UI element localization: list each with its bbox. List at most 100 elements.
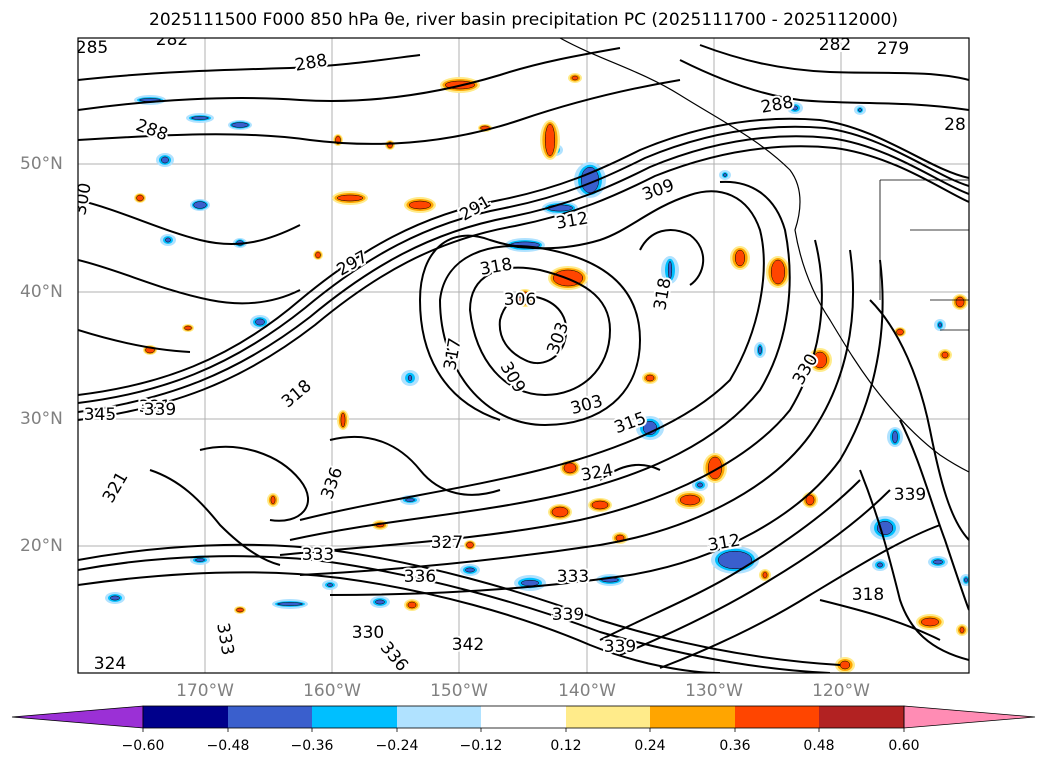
contour-label: 333 — [302, 545, 334, 565]
contour-label: 327 — [431, 533, 463, 553]
positive-pc-core — [466, 541, 474, 549]
negative-pc-core — [933, 559, 943, 565]
coastline-path — [559, 38, 969, 473]
positive-pc-core — [315, 251, 321, 259]
negative-pc-core — [667, 260, 673, 280]
positive-pc-core — [340, 412, 346, 428]
positive-pc-core — [805, 494, 815, 506]
negative-pc-core — [892, 430, 898, 444]
contour-label: 339 — [144, 400, 176, 420]
positive-pc-core — [941, 351, 949, 359]
positive-pc-core — [770, 259, 786, 285]
negative-pc-core — [161, 156, 169, 164]
colorbar-segment — [228, 706, 312, 728]
negative-pc-core — [195, 558, 205, 562]
coastline — [559, 38, 969, 473]
colorbar-segment — [397, 706, 481, 728]
theta-e-isoline — [438, 244, 642, 427]
positive-pc-core — [407, 601, 417, 609]
colorbar-tick-label: 0.60 — [888, 738, 920, 754]
contour-label: 324 — [94, 654, 126, 674]
negative-pc-core — [858, 108, 862, 112]
theta-e-isoline — [468, 266, 612, 397]
lon-label-120w: 120°W — [812, 681, 870, 701]
positive-pc-core — [959, 626, 965, 634]
theta-e-isoline — [599, 479, 861, 641]
theta-e-isoline — [78, 199, 301, 246]
theta-e-isoline — [299, 190, 765, 521]
colorbar-extend-low — [11, 705, 144, 729]
contour-label: 342 — [452, 635, 484, 655]
lat-label-20n: 20°N — [20, 536, 63, 556]
theta-e-isoline — [78, 555, 831, 673]
theta-e-isoline — [149, 469, 281, 566]
contour-label: 28 — [944, 115, 966, 135]
contour-label: 282 — [156, 30, 188, 50]
negative-pc-core — [193, 201, 207, 209]
positive-pc-core — [645, 374, 655, 382]
theta-e-isoline — [78, 571, 721, 673]
theta-e-isoline — [869, 299, 969, 541]
theta-e-isoline — [78, 117, 969, 396]
positive-pc-core — [270, 495, 276, 505]
theta-e-isoline — [279, 239, 823, 556]
theta-e-isoline — [619, 489, 891, 656]
theta-e-isoline — [78, 135, 969, 413]
theta-e-contours — [78, 44, 969, 673]
negative-pc-core — [964, 577, 968, 583]
positive-pc-core — [591, 500, 609, 510]
contour-label: 339 — [552, 605, 584, 625]
negative-pc-core — [520, 579, 540, 587]
positive-pc-core — [571, 75, 579, 81]
map-title: 2025111500 F000 850 hPa θe, river basin … — [149, 10, 898, 30]
colorbar-tick-label: −0.12 — [459, 738, 503, 754]
colorbar-segment — [735, 706, 819, 728]
theta-e-isoline — [199, 445, 310, 522]
contour-label: 321 — [139, 397, 171, 417]
positive-pc-core — [920, 617, 940, 627]
theta-e-isoline — [78, 54, 421, 81]
positive-pc-core — [236, 607, 244, 613]
negative-pc-core — [717, 550, 753, 570]
negative-pc-core — [255, 318, 265, 326]
positive-pc-core — [955, 296, 965, 308]
colorbar-segment — [650, 706, 735, 728]
theta-e-isoline — [699, 44, 969, 81]
colorbar-segment — [312, 706, 397, 728]
negative-pc-core — [697, 482, 703, 488]
theta-e-isoline — [819, 599, 941, 641]
colorbar-frame — [142, 705, 905, 729]
lat-label-40n: 40°N — [20, 282, 63, 302]
positive-pc-core — [544, 123, 556, 157]
theta-e-isoline — [329, 435, 501, 496]
theta-e-isoline — [639, 229, 705, 286]
positive-pc-core — [136, 194, 144, 202]
negative-pc-core — [110, 595, 120, 601]
contour-label: 336 — [404, 567, 436, 587]
colorbar-tick-label: 0.48 — [803, 738, 835, 754]
colorbar-tick-label: −0.24 — [375, 738, 419, 754]
negative-pc-core — [165, 237, 171, 243]
colorbar-extend-high — [903, 705, 1036, 729]
theta-e-isoline — [78, 259, 301, 305]
theta-e-isoline — [289, 180, 791, 541]
map-frame — [77, 37, 970, 674]
negative-pc-core — [277, 602, 303, 606]
graticule — [78, 38, 969, 673]
contour-label: 318 — [852, 585, 884, 605]
negative-pc-core — [465, 567, 475, 573]
positive-pc-core — [734, 249, 746, 267]
lon-label-150w: 150°W — [430, 681, 488, 701]
lon-label-170w: 170°W — [176, 681, 234, 701]
colorbar — [11, 705, 1036, 732]
negative-pc-core — [407, 374, 413, 382]
colorbar-tick-label: −0.48 — [206, 738, 250, 754]
negative-pc-core — [792, 105, 798, 111]
lon-label-140w: 140°W — [558, 681, 616, 701]
negative-pc-core — [191, 116, 209, 120]
theta-e-isoline — [899, 419, 969, 611]
negative-pc-core — [723, 173, 727, 177]
colorbar-segment — [566, 706, 650, 728]
